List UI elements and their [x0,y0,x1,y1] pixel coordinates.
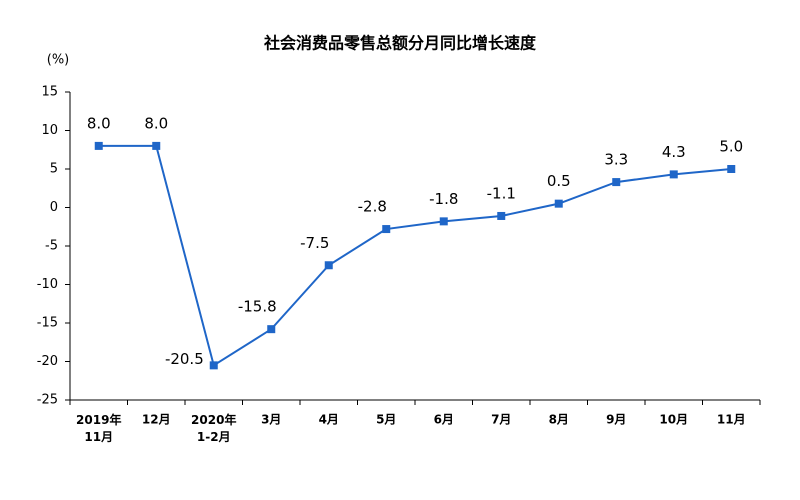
x-tick-label: 8月 [549,413,569,427]
value-label: 0.5 [547,172,571,190]
value-label: -7.5 [300,234,329,252]
x-tick-label: 12月 [142,413,171,427]
x-tick-label: 3月 [261,413,281,427]
x-tick-label: 4月 [319,413,339,427]
y-tick-label: -15 [37,316,58,331]
x-tick-label: 10月 [659,413,688,427]
x-tick-label: 11月 [717,413,746,427]
value-label: 8.0 [87,114,111,132]
y-tick-label: -20 [37,354,58,369]
value-label: -15.8 [238,298,277,316]
marker [727,165,736,173]
marker [209,361,218,370]
y-tick-label: 0 [50,200,58,215]
marker [439,217,448,226]
value-label: 3.3 [604,151,628,169]
x-tick-label: 2019年 11月 [76,412,121,444]
y-tick-label: -25 [37,393,58,408]
x-tick-label: 9月 [606,413,626,427]
y-tick-label: -10 [37,277,58,292]
marker [324,261,333,270]
x-tick-label: 6月 [434,413,454,427]
marker [152,141,161,150]
x-tick-label: 7月 [491,413,511,427]
marker [94,141,103,150]
y-tick-label: 5 [50,162,58,177]
line [98,144,732,367]
marker [267,325,276,334]
y-unit-label: (%) [47,53,70,68]
marker [612,178,621,187]
marker [669,170,678,179]
x-tick-label: 2020年 1-2月 [191,412,236,444]
marker [554,199,563,208]
value-label: -2.8 [358,198,387,216]
y-tick-label: 10 [41,123,58,138]
value-label: 4.3 [662,143,686,161]
marker [497,211,506,220]
value-label: -1.8 [429,190,458,208]
value-label: -1.1 [487,184,516,202]
value-label: -20.5 [165,350,204,368]
chart-title: 社会消费品零售总额分月同比增长速度 [263,34,537,53]
value-label: 5.0 [719,138,743,156]
y-tick-label: -5 [45,239,58,254]
x-tick-label: 5月 [376,413,396,427]
value-label: 8.0 [144,114,168,132]
y-tick-label: 15 [41,85,58,100]
marker [382,225,391,234]
